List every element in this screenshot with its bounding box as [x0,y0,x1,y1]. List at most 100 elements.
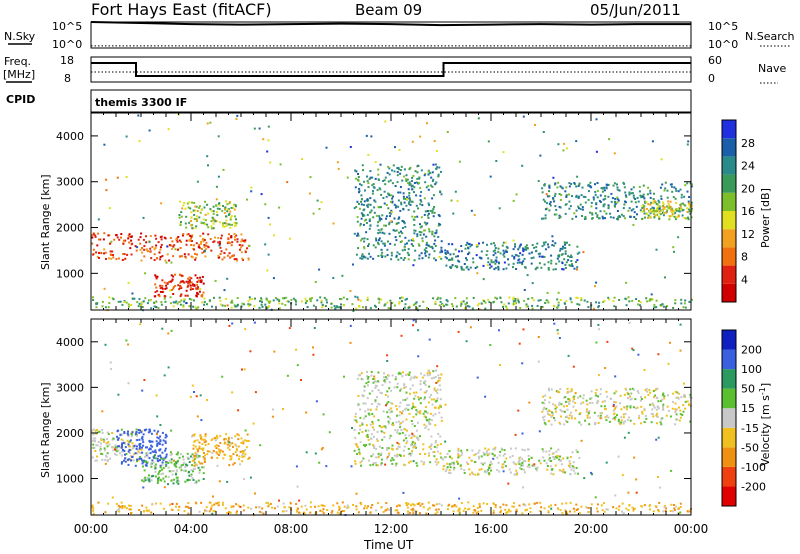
noise-cell [437,508,440,511]
echo-cell [671,214,674,217]
echo-cell [187,512,190,515]
noise-cell [199,394,202,397]
echo-cell [355,508,358,511]
echo-cell [240,305,243,308]
echo-cell [460,301,463,303]
echo-cell [179,247,182,249]
echo-cell [419,388,422,391]
echo-cell [657,199,660,202]
echo-cell [212,227,215,230]
noise-cell [272,408,275,411]
echo-cell [225,248,228,251]
echo-cell [454,248,457,251]
echo-cell [486,243,488,246]
echo-cell [478,457,481,460]
echo-cell [229,256,232,259]
echo-cell [453,468,455,471]
echo-cell [358,207,361,210]
echo-cell [394,206,397,209]
echo-cell [419,397,422,400]
echo-cell [182,306,185,309]
noise-cell [444,403,447,406]
noise-cell [230,437,233,439]
echo-cell [434,303,437,305]
echo-cell [208,299,211,302]
noise-cell [103,143,106,146]
echo-cell [374,384,377,387]
echo-cell [677,215,680,218]
echo-cell [156,275,159,278]
echo-cell [617,508,620,511]
echo-cell [412,507,415,510]
echo-cell [413,376,415,379]
echo-cell [237,504,240,507]
echo-cell [389,242,392,245]
echo-cell [164,442,167,444]
echo-cell [601,400,604,403]
echo-cell [475,453,478,455]
echo-cell [427,501,430,504]
echo-cell [191,456,194,459]
y-tick-label: 2000 [56,427,84,440]
echo-cell [432,504,434,507]
noise-cell [628,321,631,324]
echo-cell [468,507,471,510]
echo-cell [586,403,589,406]
echo-cell [268,305,270,308]
noise-cell [296,485,299,488]
echo-cell [542,416,544,419]
echo-cell [300,505,303,508]
echo-cell [356,453,359,455]
echo-cell [564,267,567,269]
echo-cell [494,446,497,449]
echo-cell [507,302,510,305]
nave-label: Nave [758,62,786,75]
echo-cell [631,192,634,195]
echo-cell [188,276,191,279]
noise-cell [533,463,536,466]
noise-cell [495,160,498,162]
echo-cell [243,303,246,306]
echo-cell [101,431,104,434]
echo-cell [186,233,189,236]
echo-cell [234,305,237,308]
noise-cell [249,476,252,479]
echo-cell [175,502,178,505]
echo-cell [441,457,444,460]
y-tick-label: 2000 [56,222,84,235]
noise-cell [271,415,274,418]
echo-cell [395,464,398,467]
echo-cell [367,186,370,188]
echo-cell [557,301,560,304]
echo-cell [153,248,156,251]
echo-cell [359,424,362,427]
echo-cell [576,259,579,262]
echo-cell [649,508,651,511]
noise-cell [476,244,478,246]
echo-cell [548,209,551,212]
echo-cell [159,466,162,469]
echo-cell [660,195,663,198]
echo-cell [561,512,564,515]
echo-cell [689,510,692,513]
echo-cell [381,214,384,217]
echo-cell [403,445,406,448]
echo-cell [165,453,168,456]
echo-cell [667,205,670,208]
echo-cell [128,235,131,238]
echo-cell [453,466,456,469]
echo-cell [438,379,441,382]
echo-cell [554,455,557,458]
echo-cell [419,435,421,438]
colorbar-tick-label: -50 [741,441,759,454]
echo-cell [677,190,680,193]
echo-cell [138,509,141,511]
echo-cell [637,391,640,394]
echo-cell [688,196,691,198]
echo-cell [564,243,566,246]
echo-cell [140,259,143,262]
echo-cell [392,458,395,461]
echo-cell [216,502,219,505]
echo-cell [502,466,505,469]
echo-cell [399,389,402,392]
